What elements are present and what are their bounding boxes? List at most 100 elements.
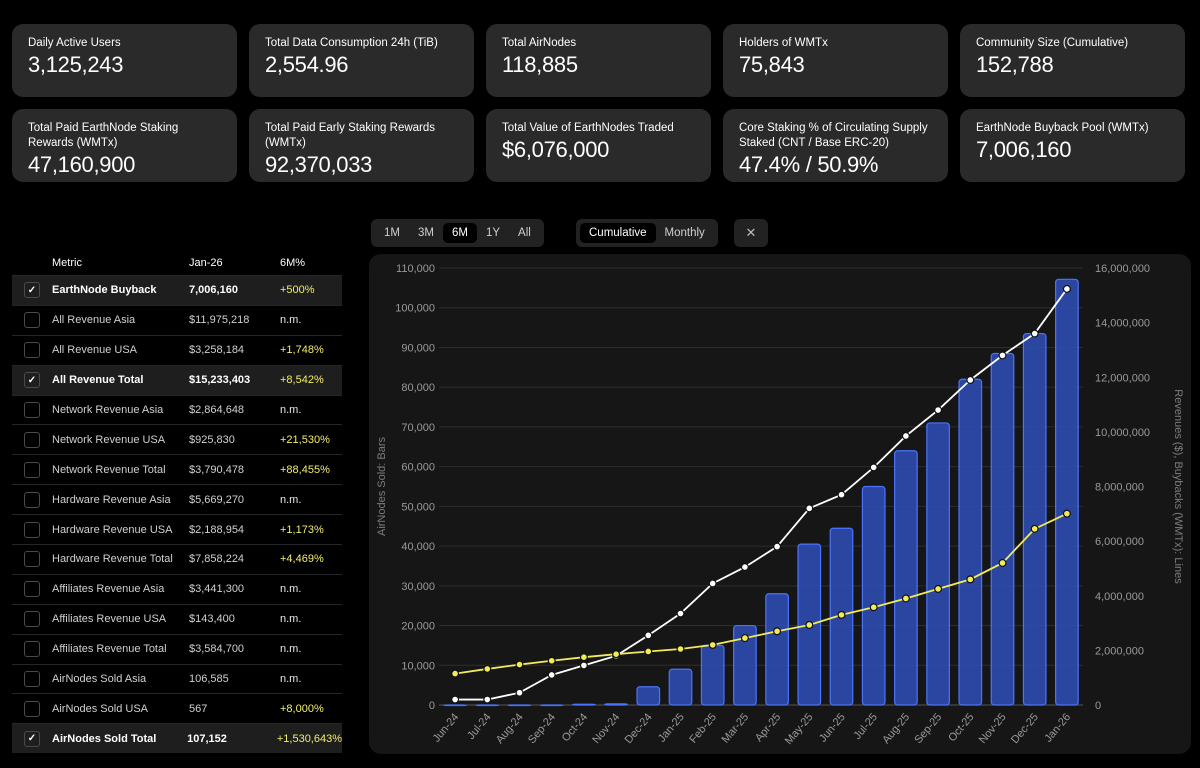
point-earthnode-buyback xyxy=(934,584,943,593)
point-earthnode-buyback xyxy=(837,610,846,619)
row-checkbox[interactable] xyxy=(24,641,40,658)
kpi-card: Total Paid EarthNode Staking Rewards (WM… xyxy=(12,109,237,182)
bar-airnodes-sold xyxy=(765,593,789,706)
point-earthnode-buyback xyxy=(966,575,975,584)
range-tab-all[interactable]: All xyxy=(518,227,531,239)
table-row[interactable]: All Revenue Asia $11,975,218 n.m. xyxy=(12,304,342,335)
y-left-tick-label: 60,000 xyxy=(401,462,435,474)
table-body: ✓ EarthNode Buyback 7,006,160 +500% All Reve… xyxy=(12,275,342,754)
row-checkbox[interactable] xyxy=(24,581,40,598)
row-checkbox[interactable]: ✓ xyxy=(24,372,40,389)
row-checkbox[interactable] xyxy=(24,521,40,538)
bar-airnodes-sold xyxy=(572,703,596,706)
y-left-tick-label: 110,000 xyxy=(396,263,435,275)
row-value: $2,188,954 xyxy=(189,523,245,536)
row-change: +8,542% xyxy=(280,374,324,387)
x-tick-label: Jan-26 xyxy=(1042,711,1073,744)
row-checkbox[interactable] xyxy=(24,671,40,688)
row-change: +21,530% xyxy=(280,433,330,446)
row-metric: Hardware Revenue Asia xyxy=(52,493,171,506)
table-row[interactable]: Hardware Revenue Asia $5,669,270 n.m. xyxy=(12,484,342,514)
table-row[interactable]: AirNodes Sold USA 567 +8,000% xyxy=(12,693,342,723)
row-checkbox[interactable]: ✓ xyxy=(24,730,40,747)
y-right-tick-label: 4,000,000 xyxy=(1095,591,1144,603)
bar-airnodes-sold xyxy=(604,703,628,706)
y-left-tick-label: 10,000 xyxy=(401,660,435,672)
table-row[interactable]: All Revenue USA $3,258,184 +1,748% xyxy=(12,334,342,365)
range-tab-1y[interactable]: 1Y xyxy=(485,227,501,239)
table-row[interactable]: Network Revenue USA $925,830 +21,530% xyxy=(12,424,342,454)
range-tab-1m[interactable]: 1M xyxy=(384,227,400,239)
kpi-label: Total AirNodes xyxy=(502,37,577,49)
table-row[interactable]: Affiliates Revenue USA $143,400 n.m. xyxy=(12,603,342,634)
row-change: +1,173% xyxy=(280,523,324,536)
kpi-value: 7,006,160 xyxy=(976,137,1072,162)
mode-tab-cumulative[interactable]: Cumulative xyxy=(580,223,656,243)
bar-airnodes-sold xyxy=(861,485,886,706)
x-tick-label: Nov-24 xyxy=(590,711,622,746)
range-tab-3m[interactable]: 3M xyxy=(417,227,434,239)
table-row[interactable]: Hardware Revenue USA $2,188,954 +1,173% xyxy=(12,514,342,544)
row-checkbox[interactable] xyxy=(24,700,40,717)
row-checkbox[interactable] xyxy=(24,402,40,418)
point-all-revenue-total xyxy=(515,688,524,697)
mode-tab-monthly[interactable]: Monthly xyxy=(664,227,705,239)
row-change: n.m. xyxy=(280,493,302,506)
row-metric: AirNodes Sold Asia xyxy=(52,673,147,686)
kpi-value: 2,554.96 xyxy=(265,52,349,77)
x-tick-label: Feb-25 xyxy=(687,711,719,745)
point-all-revenue-total xyxy=(451,695,460,704)
table-row[interactable]: ✓ All Revenue Total $15,233,403 +8,542% xyxy=(12,364,342,395)
table-row[interactable]: AirNodes Sold Asia 106,585 n.m. xyxy=(12,663,342,694)
kpi-card: Total Paid Early Staking Rewards (WMTx) … xyxy=(249,109,474,182)
range-tab-6m[interactable]: 6M xyxy=(442,223,477,243)
row-checkbox[interactable] xyxy=(24,431,40,448)
row-metric: Hardware Revenue Total xyxy=(52,553,173,566)
table-row[interactable]: Affiliates Revenue Asia $3,441,300 n.m. xyxy=(12,573,342,604)
row-metric: EarthNode Buyback xyxy=(52,284,157,297)
y-right-tick-label: 16,000,000 xyxy=(1095,263,1150,275)
x-tick-label: Oct-24 xyxy=(560,711,590,744)
x-tick-label: Jan-25 xyxy=(656,711,687,744)
y-left-tick-label: 50,000 xyxy=(401,501,435,513)
point-all-revenue-total xyxy=(869,463,878,472)
row-checkbox[interactable] xyxy=(24,342,40,359)
x-tick-label: Jun-25 xyxy=(817,711,848,744)
table-row[interactable]: ✓ EarthNode Buyback 7,006,160 +500% xyxy=(12,275,342,305)
line-all-revenue-total xyxy=(455,288,1068,701)
table-row[interactable]: Network Revenue Asia $2,864,648 n.m. xyxy=(12,394,342,425)
row-checkbox[interactable] xyxy=(24,491,40,508)
bar-airnodes-sold xyxy=(894,450,918,706)
table-row[interactable]: Hardware Revenue Total $7,858,224 +4,469% xyxy=(12,544,342,574)
bar-airnodes-sold xyxy=(926,422,950,706)
point-earthnode-buyback xyxy=(1062,509,1071,518)
row-checkbox[interactable] xyxy=(24,461,40,478)
y-right-tick-label: 8,000,000 xyxy=(1095,482,1144,494)
x-tick-label: Dec-25 xyxy=(1009,711,1041,746)
row-checkbox[interactable]: ✓ xyxy=(24,282,40,299)
row-change: n.m. xyxy=(280,404,302,416)
point-earthnode-buyback xyxy=(773,627,782,636)
bar-airnodes-sold xyxy=(636,686,661,706)
close-button[interactable]: ✕ xyxy=(734,219,768,247)
row-change: n.m. xyxy=(280,643,302,656)
row-value: 106,585 xyxy=(189,673,229,686)
x-tick-label: Sep-25 xyxy=(912,711,944,746)
table-row[interactable]: Network Revenue Total $3,790,478 +88,455% xyxy=(12,454,342,484)
table-row[interactable]: Affiliates Revenue Total $3,584,700 n.m. xyxy=(12,633,342,664)
table-row[interactable]: ✓ AirNodes Sold Total 107,152 +1,530,643% xyxy=(12,723,342,754)
point-earthnode-buyback xyxy=(547,656,556,665)
point-earthnode-buyback xyxy=(483,664,492,673)
row-value: $15,233,403 xyxy=(189,374,251,387)
point-all-revenue-total xyxy=(676,609,685,618)
point-all-revenue-total xyxy=(740,563,749,572)
point-all-revenue-total xyxy=(966,375,975,384)
kpi-label: Total Value of EarthNodes Traded xyxy=(502,122,674,134)
row-checkbox[interactable] xyxy=(24,611,40,628)
kpi-value: 47,160,900 xyxy=(28,152,136,177)
line-earthnode-buyback xyxy=(454,512,1068,675)
row-checkbox[interactable] xyxy=(24,312,40,329)
kpi-card: Community Size (Cumulative) 152,788 xyxy=(960,24,1185,97)
row-checkbox[interactable] xyxy=(24,551,40,568)
bar-airnodes-sold xyxy=(733,624,757,706)
